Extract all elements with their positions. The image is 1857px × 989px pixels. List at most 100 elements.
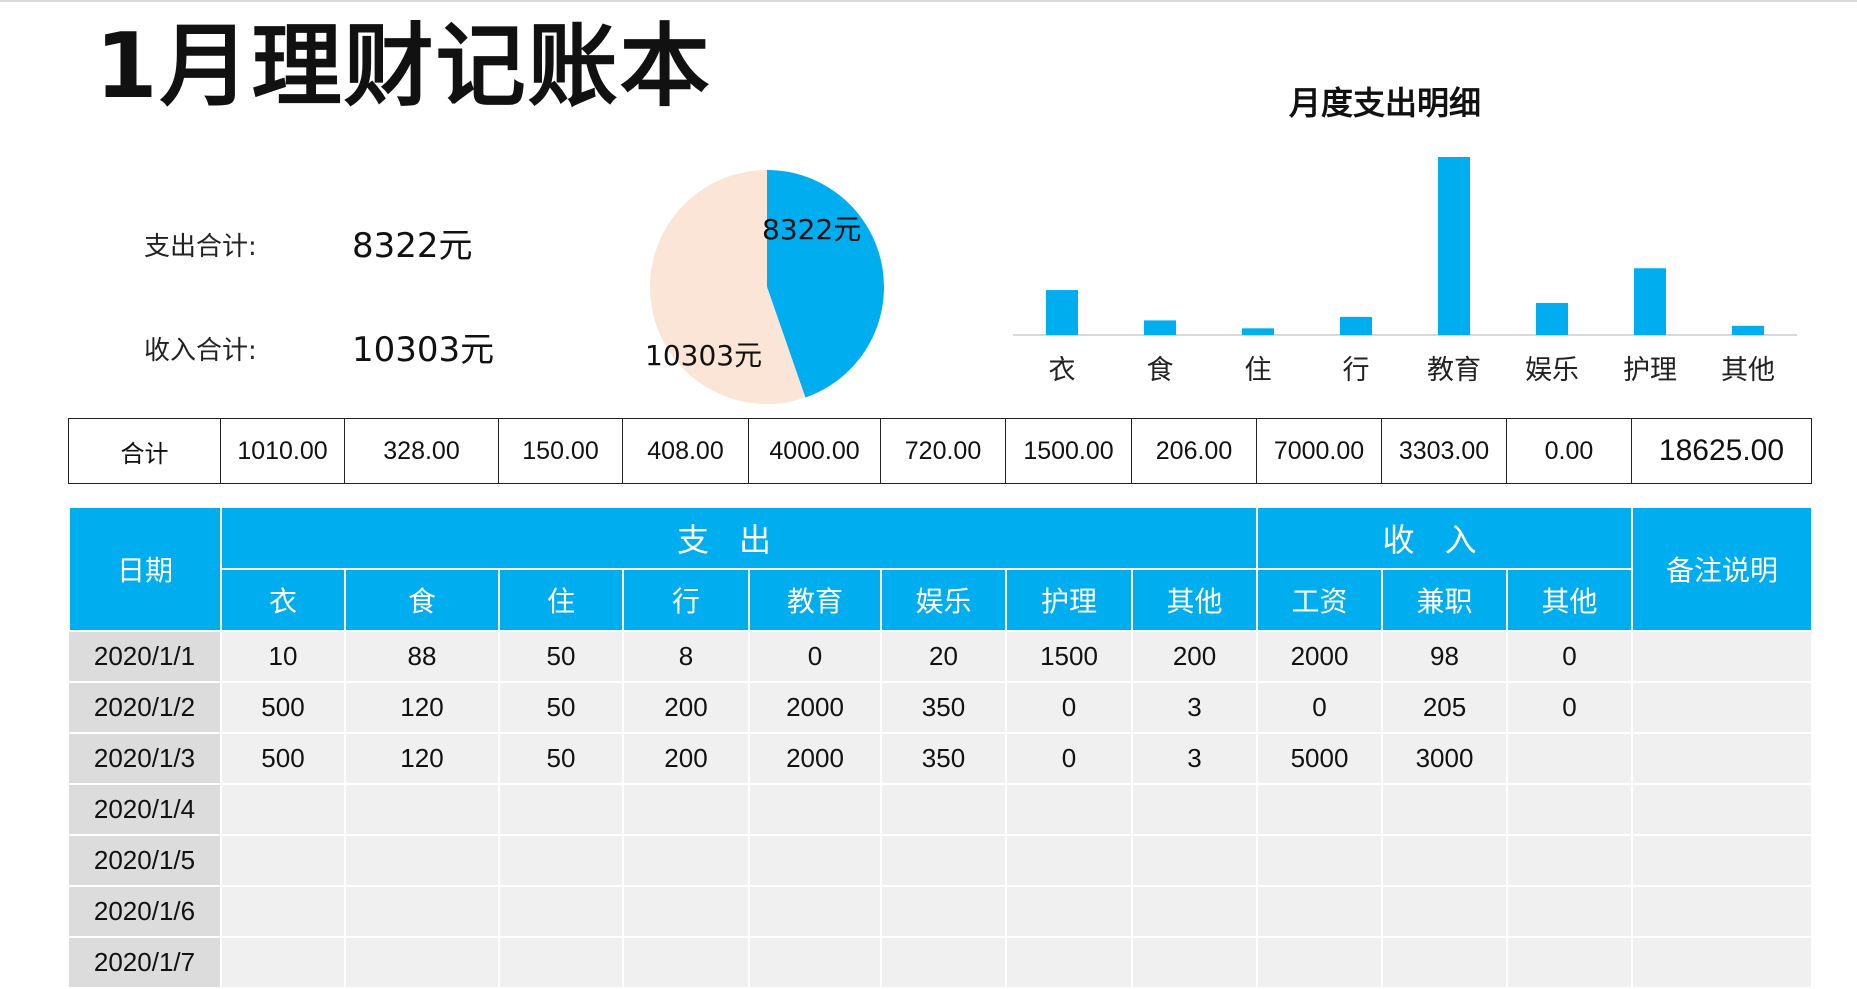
row-date-cell[interactable]: 2020/1/5: [69, 835, 222, 887]
row-value-cell[interactable]: 20: [881, 631, 1007, 683]
row-value-cell[interactable]: [1507, 784, 1634, 836]
row-value-cell[interactable]: [749, 835, 882, 887]
row-value-cell[interactable]: [221, 937, 346, 989]
total-food[interactable]: 328.00: [344, 418, 499, 484]
row-value-cell[interactable]: 0: [1006, 682, 1133, 734]
row-value-cell[interactable]: 50: [499, 682, 624, 734]
row-value-cell[interactable]: 0: [1507, 682, 1634, 734]
row-value-cell[interactable]: 350: [881, 682, 1007, 734]
row-date-cell[interactable]: 2020/1/4: [69, 784, 222, 836]
row-date-cell[interactable]: 2020/1/3: [69, 733, 222, 785]
row-value-cell[interactable]: [1257, 886, 1384, 938]
row-value-cell[interactable]: [623, 937, 750, 989]
row-value-cell[interactable]: 3000: [1382, 733, 1509, 785]
row-value-cell[interactable]: [881, 784, 1007, 836]
row-value-cell[interactable]: [1006, 784, 1133, 836]
total-parttime[interactable]: 3303.00: [1381, 418, 1507, 484]
row-value-cell[interactable]: 200: [623, 733, 750, 785]
row-value-cell[interactable]: [1006, 937, 1133, 989]
row-value-cell[interactable]: 2000: [749, 733, 882, 785]
row-value-cell[interactable]: [1132, 835, 1259, 887]
row-value-cell[interactable]: 10: [221, 631, 346, 683]
row-date-cell[interactable]: 2020/1/1: [69, 631, 222, 683]
row-value-cell[interactable]: [1257, 835, 1384, 887]
row-value-cell[interactable]: [1507, 937, 1634, 989]
row-value-cell[interactable]: [345, 937, 500, 989]
row-value-cell[interactable]: [1382, 784, 1509, 836]
row-value-cell[interactable]: 1500: [1006, 631, 1133, 683]
row-value-cell[interactable]: 8: [623, 631, 750, 683]
row-value-cell[interactable]: [499, 784, 624, 836]
row-value-cell[interactable]: [749, 784, 882, 836]
row-value-cell[interactable]: 98: [1382, 631, 1509, 683]
row-value-cell[interactable]: [499, 886, 624, 938]
row-note-cell[interactable]: [1632, 733, 1814, 785]
row-value-cell[interactable]: 0: [749, 631, 882, 683]
total-education[interactable]: 4000.00: [748, 418, 881, 484]
total-income-other[interactable]: 0.00: [1506, 418, 1632, 484]
total-clothing[interactable]: 1010.00: [220, 418, 345, 484]
row-value-cell[interactable]: 350: [881, 733, 1007, 785]
row-value-cell[interactable]: [1257, 937, 1384, 989]
row-value-cell[interactable]: [623, 886, 750, 938]
total-care[interactable]: 1500.00: [1005, 418, 1132, 484]
row-note-cell[interactable]: [1632, 631, 1814, 683]
row-value-cell[interactable]: [623, 784, 750, 836]
total-housing[interactable]: 150.00: [498, 418, 623, 484]
row-value-cell[interactable]: 50: [499, 631, 624, 683]
row-date-cell[interactable]: 2020/1/6: [69, 886, 222, 938]
row-value-cell[interactable]: [1507, 835, 1634, 887]
row-value-cell[interactable]: [1257, 784, 1384, 836]
row-value-cell[interactable]: [1507, 733, 1634, 785]
row-value-cell[interactable]: 500: [221, 682, 346, 734]
row-value-cell[interactable]: 2000: [1257, 631, 1384, 683]
row-value-cell[interactable]: [1382, 886, 1509, 938]
row-note-cell[interactable]: [1632, 682, 1814, 734]
grand-total[interactable]: 18625.00: [1631, 418, 1812, 484]
row-value-cell[interactable]: [1507, 886, 1634, 938]
row-value-cell[interactable]: 3: [1132, 682, 1259, 734]
row-value-cell[interactable]: [499, 835, 624, 887]
row-value-cell[interactable]: [749, 937, 882, 989]
row-value-cell[interactable]: 120: [345, 682, 500, 734]
row-value-cell[interactable]: [881, 886, 1007, 938]
total-transport[interactable]: 408.00: [622, 418, 749, 484]
total-expense-other[interactable]: 206.00: [1131, 418, 1257, 484]
row-value-cell[interactable]: [749, 886, 882, 938]
row-value-cell[interactable]: [221, 886, 346, 938]
row-date-cell[interactable]: 2020/1/7: [69, 937, 222, 989]
row-value-cell[interactable]: [345, 835, 500, 887]
row-value-cell[interactable]: 120: [345, 733, 500, 785]
row-note-cell[interactable]: [1632, 937, 1814, 989]
row-value-cell[interactable]: [221, 835, 346, 887]
row-value-cell[interactable]: 205: [1382, 682, 1509, 734]
row-note-cell[interactable]: [1632, 886, 1814, 938]
row-value-cell[interactable]: [1382, 835, 1509, 887]
row-value-cell[interactable]: 0: [1257, 682, 1384, 734]
row-value-cell[interactable]: [1382, 937, 1509, 989]
total-entertainment[interactable]: 720.00: [880, 418, 1006, 484]
row-date-cell[interactable]: 2020/1/2: [69, 682, 222, 734]
total-salary[interactable]: 7000.00: [1256, 418, 1382, 484]
row-value-cell[interactable]: [881, 835, 1007, 887]
row-value-cell[interactable]: [623, 835, 750, 887]
row-value-cell[interactable]: [1132, 886, 1259, 938]
row-value-cell[interactable]: 3: [1132, 733, 1259, 785]
row-value-cell[interactable]: [1132, 937, 1259, 989]
row-value-cell[interactable]: [221, 784, 346, 836]
row-value-cell[interactable]: [345, 784, 500, 836]
row-value-cell[interactable]: [881, 937, 1007, 989]
row-value-cell[interactable]: [499, 937, 624, 989]
row-value-cell[interactable]: 0: [1006, 733, 1133, 785]
row-value-cell[interactable]: 200: [1132, 631, 1259, 683]
row-note-cell[interactable]: [1632, 784, 1814, 836]
row-value-cell[interactable]: 2000: [749, 682, 882, 734]
row-value-cell[interactable]: 500: [221, 733, 346, 785]
row-note-cell[interactable]: [1632, 835, 1814, 887]
row-value-cell[interactable]: [1006, 886, 1133, 938]
row-value-cell[interactable]: [1132, 784, 1259, 836]
row-value-cell[interactable]: 5000: [1257, 733, 1384, 785]
row-value-cell[interactable]: 0: [1507, 631, 1634, 683]
row-value-cell[interactable]: 50: [499, 733, 624, 785]
row-value-cell[interactable]: [1006, 835, 1133, 887]
